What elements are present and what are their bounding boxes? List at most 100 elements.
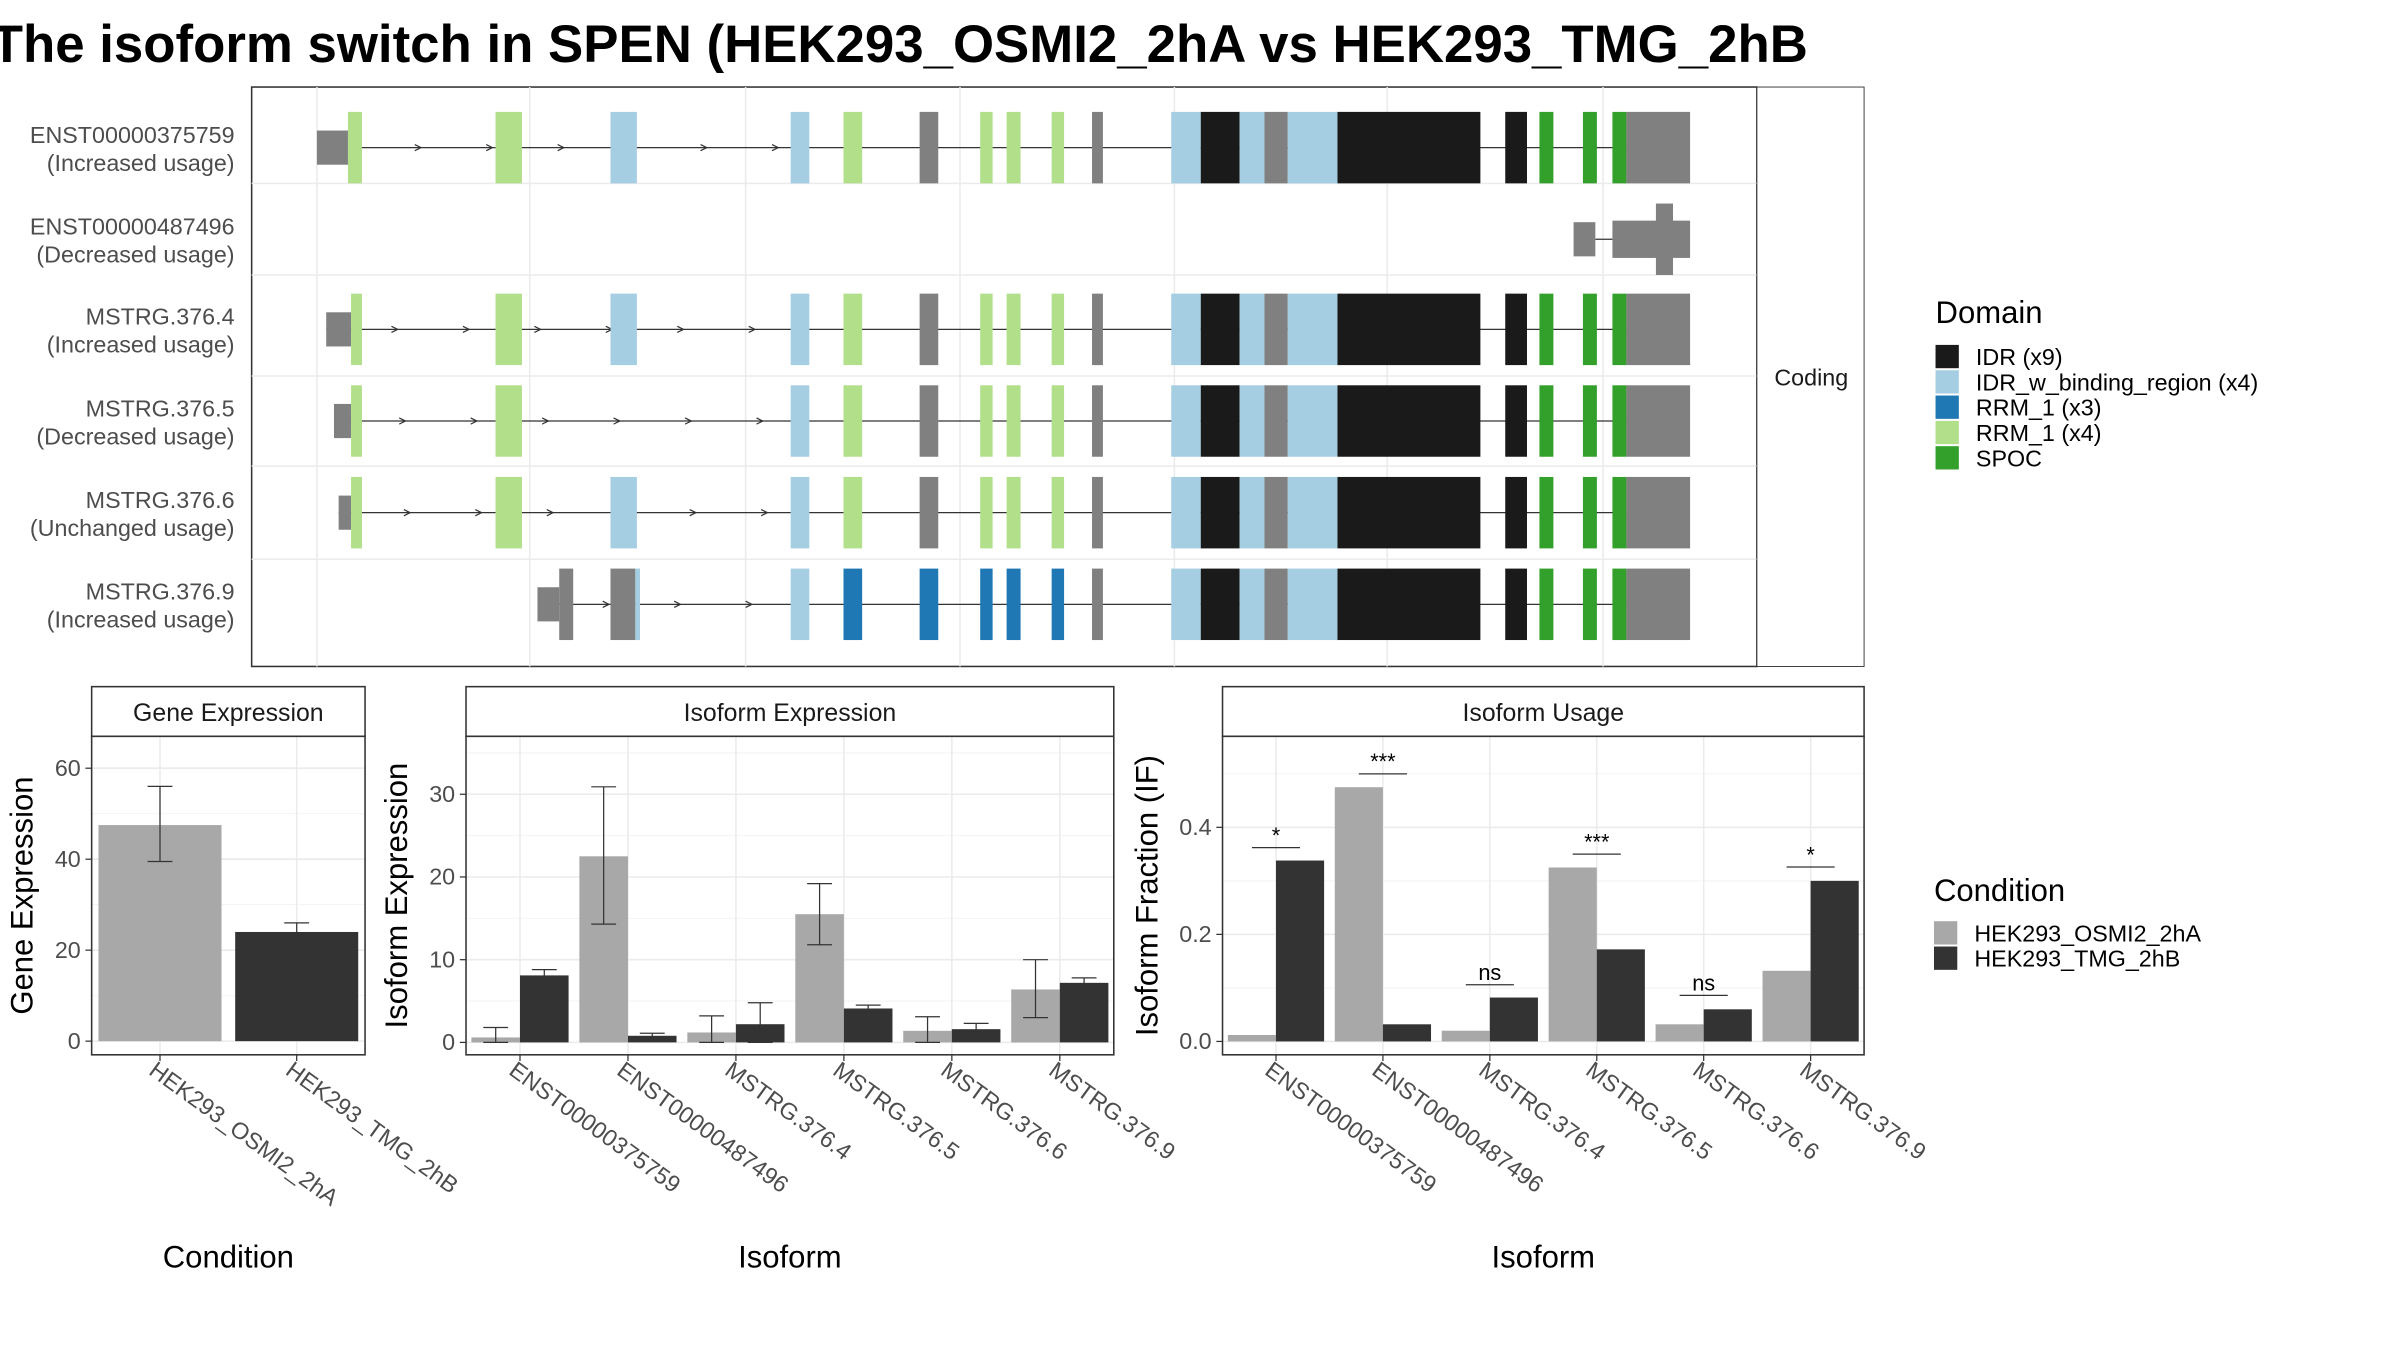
exon-block — [1337, 293, 1481, 366]
panel-strip-title: Gene Expression — [133, 700, 324, 727]
exon-block — [1287, 111, 1338, 184]
domain-legend-label: RRM_1 (x3) — [1976, 395, 2102, 421]
exon-block — [919, 568, 939, 641]
domain-legend-swatch — [1935, 370, 1959, 394]
domain-legend-label: IDR_w_binding_region (x4) — [1976, 369, 2258, 395]
facet-strip — [1756, 86, 1865, 667]
bar — [1596, 949, 1645, 1042]
exon-block — [843, 385, 863, 457]
strand-arrow — [414, 143, 423, 152]
transcript-labels: ENST00000375759(Increased usage)ENST0000… — [30, 122, 235, 633]
transcript-row-5 — [338, 476, 1691, 549]
bar — [1655, 1024, 1704, 1042]
y-tick-label: 10 — [429, 946, 455, 972]
exon-block — [919, 476, 939, 549]
exon-block — [1287, 568, 1338, 641]
exon-block — [1264, 476, 1288, 549]
exon-block — [1505, 111, 1527, 184]
domain-legend-label: IDR (x9) — [1976, 344, 2063, 370]
transcript-rows — [316, 111, 1691, 641]
exon-block — [537, 587, 560, 622]
exon-block — [980, 568, 993, 641]
bar — [1382, 1024, 1432, 1042]
transcript-id-label: MSTRG.376.9 — [86, 579, 235, 605]
exon-block — [1092, 568, 1103, 641]
exon-block — [790, 111, 810, 184]
exon-block — [1582, 476, 1597, 549]
transcript-id-label: MSTRG.376.5 — [86, 395, 235, 421]
exon-block — [1505, 568, 1527, 641]
transcript-row-6 — [537, 568, 1691, 641]
strand-arrow — [673, 600, 682, 608]
transcript-id-label: MSTRG.376.6 — [86, 487, 235, 513]
strand-arrow — [546, 509, 555, 517]
exon-block — [1006, 293, 1021, 366]
strand-arrow — [557, 143, 566, 152]
exon-block — [1200, 476, 1240, 549]
exon-block — [1582, 385, 1597, 457]
y-tick-label: 40 — [55, 846, 81, 872]
facet-strip-label: Coding — [1774, 364, 1848, 390]
exon-block — [1612, 111, 1627, 184]
transcript-id-label: ENST00000487496 — [30, 214, 235, 240]
exon-block — [919, 293, 939, 366]
exon-block — [980, 476, 993, 549]
exon-block — [1626, 385, 1691, 457]
exon-block — [1200, 293, 1240, 366]
transcript-id-label: ENST00000375759 — [30, 122, 235, 148]
transcript-row-4 — [333, 385, 1691, 457]
exon-block — [1582, 111, 1597, 184]
strand-arrow — [403, 509, 412, 517]
bar — [1441, 1030, 1490, 1042]
panel-strip — [1221, 685, 1865, 738]
exon-block — [1200, 385, 1240, 457]
condition-legend-swatch — [1933, 921, 1958, 945]
strand-arrow — [756, 417, 765, 425]
exon-block — [1200, 111, 1240, 184]
domain-legend-swatch — [1935, 395, 1959, 419]
exon-block — [790, 385, 810, 457]
exon-block — [610, 568, 636, 641]
exon-block — [1239, 568, 1265, 641]
exon-block — [495, 111, 522, 184]
x-axis-title: Condition — [163, 1240, 294, 1275]
exon-block — [790, 568, 810, 641]
exon-block — [351, 385, 362, 457]
exon-block — [919, 111, 939, 184]
transcript-id-label: MSTRG.376.4 — [86, 304, 235, 330]
exon-block — [1287, 293, 1338, 366]
exon-block — [610, 293, 637, 366]
strand-arrow — [700, 143, 709, 152]
exon-block — [1171, 476, 1201, 549]
strand-arrow — [462, 325, 471, 334]
y-tick-label: 20 — [429, 864, 455, 890]
exon-block — [1264, 293, 1288, 366]
exon-block — [1092, 111, 1103, 184]
y-tick-label: 0.2 — [1179, 921, 1211, 947]
y-tick-label: 0.0 — [1179, 1028, 1211, 1054]
transcript-row-2 — [1573, 203, 1691, 275]
domain-legend-swatch — [1935, 446, 1959, 470]
exon-block — [1092, 476, 1103, 549]
exon-block — [351, 476, 362, 549]
transcript-status-label: (Unchanged usage) — [30, 515, 235, 541]
plot-area — [1222, 736, 1865, 1055]
domain-legend-swatch — [1935, 420, 1959, 445]
domain-legend: Domain IDR (x9)IDR_w_binding_region (x4)… — [1935, 295, 2258, 471]
exon-block — [351, 293, 362, 366]
exon-block — [1626, 476, 1691, 549]
bar — [843, 1008, 893, 1043]
exon-block — [1539, 111, 1554, 184]
exon-block — [1539, 293, 1554, 366]
x-tick-label: ENST00000487496 — [1368, 1056, 1549, 1197]
exon-block — [1582, 568, 1597, 641]
strand-arrow — [684, 417, 693, 425]
exon-block — [1337, 111, 1481, 184]
transcript-structure-panel: Coding ENST00000375759(Increased usage)E… — [30, 86, 1865, 668]
exon-block — [1200, 568, 1240, 641]
exon-block — [1612, 476, 1627, 549]
condition-legend-label: HEK293_TMG_2hB — [1974, 946, 2180, 972]
domain-legend-title: Domain — [1936, 295, 2043, 330]
